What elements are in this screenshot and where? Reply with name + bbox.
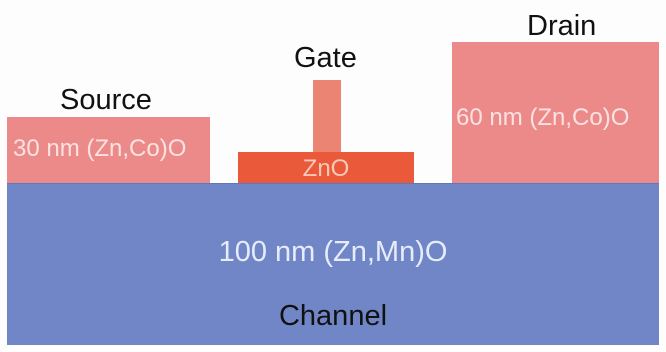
gate-electrode: [313, 80, 341, 152]
drain-label: Drain: [527, 10, 597, 42]
drain-contact: 60 nm (Zn,Co)O: [452, 42, 659, 183]
channel-layer: 100 nm (Zn,Mn)O Channel: [7, 183, 659, 345]
drain-contact-text: 60 nm (Zn,Co)O: [456, 104, 630, 131]
gate-oxide-text: ZnO: [302, 155, 350, 182]
gate-oxide: ZnO: [238, 152, 414, 183]
channel-label: Channel: [278, 300, 388, 332]
source-label: Source: [60, 84, 152, 116]
gate-label: Gate: [294, 42, 357, 74]
channel-layer-text: 100 nm (Zn,Mn)O: [218, 236, 448, 268]
source-contact: 30 nm (Zn,Co)O: [7, 117, 210, 183]
source-contact-text: 30 nm (Zn,Co)O: [13, 135, 187, 162]
